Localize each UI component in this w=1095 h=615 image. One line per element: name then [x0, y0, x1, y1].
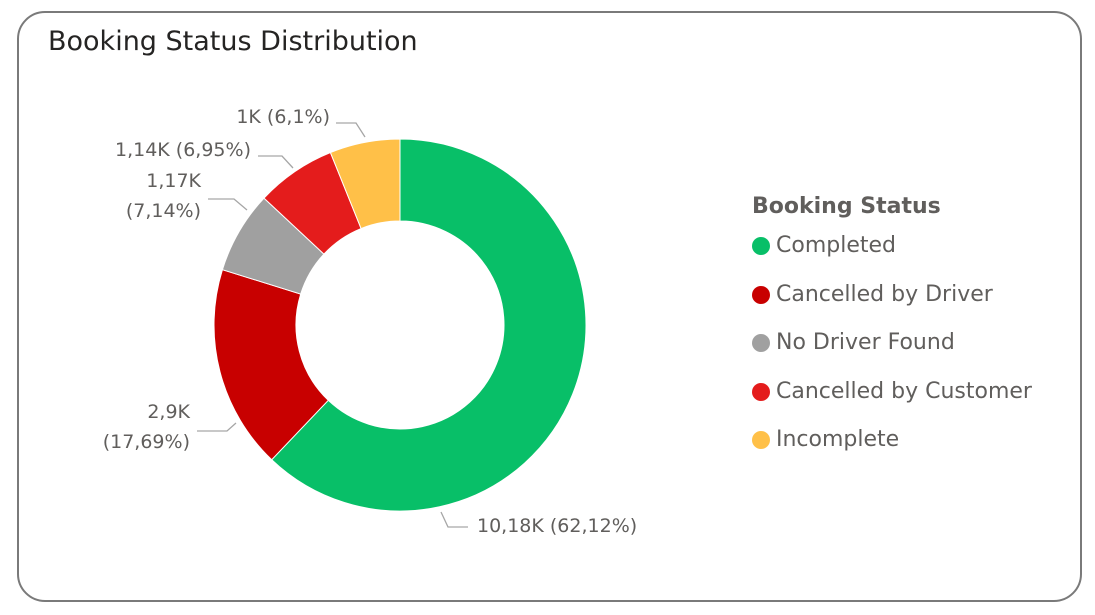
legend-item[interactable]: Cancelled by Customer [752, 368, 1032, 417]
legend-label: Cancelled by Driver [776, 271, 993, 320]
legend-label: Cancelled by Customer [776, 368, 1032, 417]
legend: Booking Status Completed Cancelled by Dri… [752, 192, 1032, 465]
legend-swatch [752, 334, 770, 352]
legend-label: Completed [776, 222, 896, 271]
legend-label: Incomplete [776, 416, 899, 465]
legend-item[interactable]: Cancelled by Driver [752, 271, 1032, 320]
legend-title: Booking Status [752, 192, 1032, 222]
legend-item[interactable]: Incomplete [752, 416, 1032, 465]
data-label: 2,9K (17,69%) [103, 401, 191, 453]
legend-label: No Driver Found [776, 319, 955, 368]
legend-swatch [752, 383, 770, 401]
leader-line [336, 123, 365, 137]
legend-item[interactable]: Completed [752, 222, 1032, 271]
leader-line [441, 512, 468, 527]
leader-line [208, 199, 247, 210]
data-label: 10,18K (62,12%) [477, 515, 637, 537]
leader-line [197, 423, 236, 431]
legend-swatch [752, 431, 770, 449]
data-label: 1,14K (6,95%) [115, 139, 251, 161]
data-label: 1,17K (7,14%) [126, 170, 202, 222]
legend-list: Completed Cancelled by Driver No Driver Fo… [752, 222, 1032, 465]
legend-swatch [752, 286, 770, 304]
legend-item[interactable]: No Driver Found [752, 319, 1032, 368]
data-label: 1K (6,1%) [236, 106, 330, 128]
legend-swatch [752, 237, 770, 255]
leader-line [258, 156, 293, 168]
